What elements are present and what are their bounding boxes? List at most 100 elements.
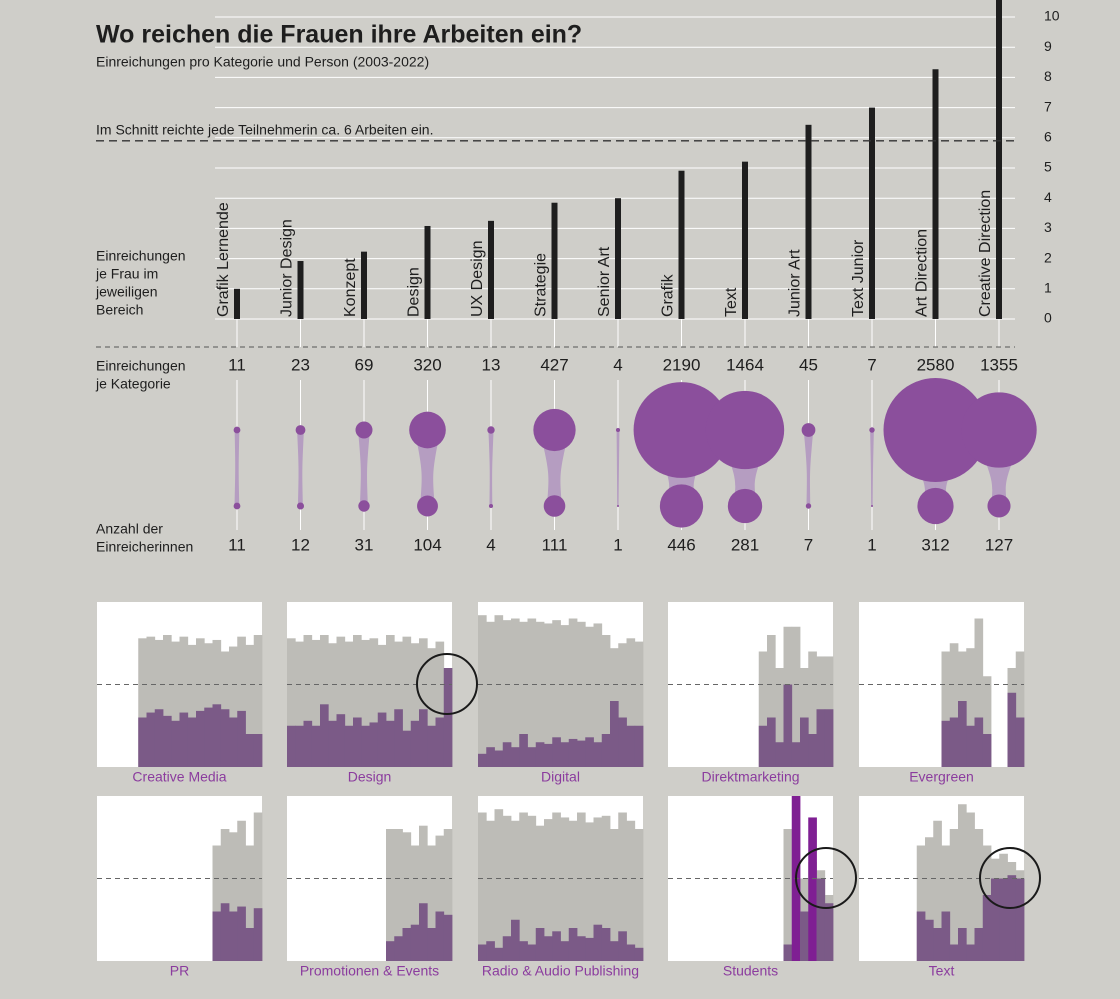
total-bar	[966, 648, 975, 767]
total-bar	[435, 835, 445, 961]
women-bar	[443, 914, 453, 961]
women-bar	[783, 944, 793, 961]
women-bar	[511, 919, 520, 961]
value-label: 7	[804, 535, 813, 554]
bubble	[659, 484, 704, 528]
bar	[361, 251, 367, 319]
women-bar	[958, 928, 967, 961]
category-label: Strategie	[533, 253, 550, 317]
total-bar	[610, 829, 619, 961]
panel-label: Design	[348, 769, 392, 785]
total-bar	[626, 820, 636, 961]
value-label: 104	[413, 535, 441, 554]
women-bar	[560, 742, 570, 767]
category-label: Grafik Lernende	[215, 202, 232, 317]
total-bar	[502, 815, 512, 961]
bar	[742, 161, 748, 319]
women-bar	[933, 928, 942, 961]
bubble	[409, 411, 446, 449]
women-bar	[303, 720, 313, 767]
women-bar	[1015, 878, 1025, 961]
bubble-link	[234, 430, 240, 506]
panel-label: Direktmarketing	[701, 769, 799, 785]
total-bar	[220, 829, 230, 961]
total-bar	[808, 651, 817, 767]
women-bar	[386, 941, 395, 961]
bubble-link	[358, 430, 370, 506]
women-bar	[527, 747, 537, 767]
value-label: 1	[867, 535, 876, 554]
highlight-circle	[795, 847, 857, 909]
total-bar	[311, 639, 321, 767]
bar	[551, 202, 558, 319]
total-bar	[494, 809, 504, 961]
women-bar	[519, 734, 528, 767]
value-label: 1464	[726, 355, 764, 374]
bar	[488, 220, 494, 319]
total-bar	[552, 620, 561, 767]
women-bar	[527, 944, 537, 961]
bubble-link	[803, 430, 814, 506]
total-bar	[212, 845, 222, 961]
row-label: Einreicherinnen	[96, 539, 193, 555]
women-bar	[212, 911, 222, 961]
value-label: 31	[355, 535, 374, 554]
women-bar	[783, 684, 793, 767]
women-bar	[229, 717, 238, 767]
total-bar	[974, 829, 984, 961]
bar	[615, 198, 621, 319]
y-tick-label: 1	[1044, 280, 1052, 296]
women-bar	[402, 928, 412, 961]
women-bar	[791, 742, 801, 767]
women-bar	[410, 720, 420, 767]
panel: Students	[668, 796, 834, 979]
panel: Digital	[478, 602, 644, 785]
total-bar	[511, 820, 520, 961]
bubble-link	[488, 430, 494, 506]
total-bar	[163, 635, 172, 767]
value-label: 13	[482, 355, 501, 374]
total-bar	[585, 626, 594, 767]
row-label: Einreichungen	[96, 248, 186, 264]
total-bar	[204, 643, 213, 767]
total-bar	[560, 625, 570, 767]
total-bar	[435, 641, 445, 767]
women-bar	[593, 924, 603, 961]
total-bar	[601, 635, 611, 767]
panel: Direktmarketing	[668, 602, 834, 785]
total-bar	[544, 819, 553, 961]
total-bar	[478, 812, 487, 961]
women-bar	[568, 738, 578, 767]
women-bar	[212, 704, 222, 767]
women-bar	[486, 941, 495, 961]
row-label: Bereich	[96, 302, 143, 318]
value-label: 111	[542, 535, 568, 554]
bubble	[543, 495, 566, 517]
panel-label: Text	[929, 963, 955, 979]
total-bar	[171, 641, 180, 767]
bubble	[355, 421, 373, 439]
total-bar	[295, 641, 304, 767]
bubble-link	[616, 430, 620, 506]
value-label: 427	[540, 355, 568, 374]
women-bar	[478, 753, 487, 767]
women-bar	[179, 712, 189, 767]
women-bar	[560, 941, 570, 961]
total-bar	[353, 635, 362, 767]
total-bar	[949, 829, 959, 961]
bubble	[870, 504, 874, 508]
panel-label: PR	[170, 963, 189, 979]
women-bar	[511, 747, 520, 767]
total-bar	[974, 618, 984, 767]
women-bar	[991, 878, 1000, 961]
women-bar	[1007, 875, 1017, 961]
highlight-circle	[416, 653, 478, 715]
total-bar	[791, 626, 801, 767]
bubble	[488, 503, 494, 509]
women-bar	[344, 725, 354, 767]
women-bar	[353, 717, 362, 767]
women-bar	[949, 717, 959, 767]
women-bar	[196, 710, 205, 767]
